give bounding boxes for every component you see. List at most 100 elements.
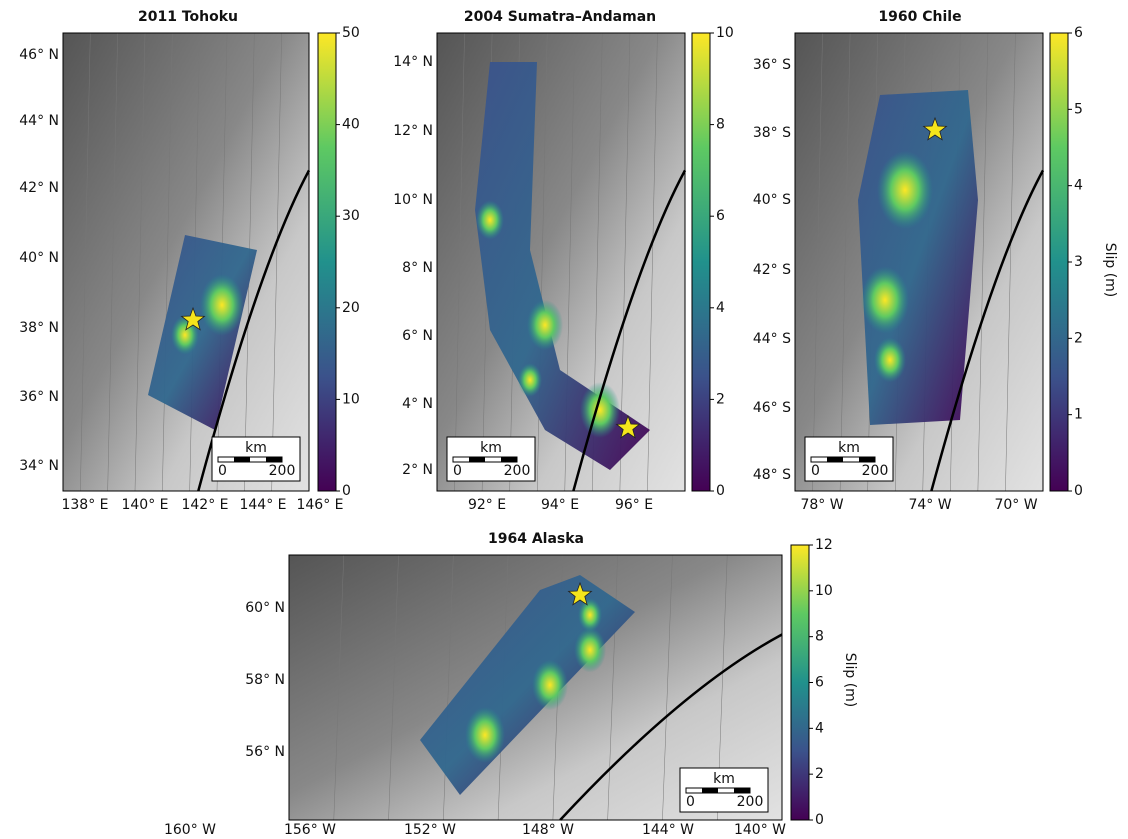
slip-patch: [578, 598, 602, 632]
graticule: [647, 32, 658, 492]
scalebar-seg: [266, 457, 282, 462]
slip-patch: [574, 627, 606, 673]
graticule: [134, 32, 146, 492]
map-frame: [288, 554, 783, 821]
slip-patch: [580, 382, 620, 438]
lat-label: 44° S: [753, 331, 791, 347]
lon-label: 70° W: [994, 497, 1037, 513]
scalebar-unit: km: [713, 771, 735, 787]
lat-label: 46° S: [753, 400, 791, 416]
colorbar-tick-label: 10: [716, 25, 734, 41]
colorbar-tick-label: 0: [716, 483, 725, 499]
lat-label: 38° N: [19, 320, 59, 336]
graticule: [977, 32, 989, 492]
lon-label: 146° E: [296, 497, 343, 513]
lon-label: 148° W: [522, 822, 574, 838]
lon-label: 96° E: [615, 497, 653, 513]
slip-patch: [476, 200, 504, 240]
scalebar-unit: km: [838, 440, 860, 456]
panel-title: 2011 Tohoku: [138, 9, 238, 25]
colorbar-tick-label: 5: [1074, 101, 1083, 117]
colorbar-tick-label: 3: [1074, 254, 1083, 270]
trench: [930, 169, 1045, 492]
lat-label: 8° N: [402, 260, 433, 276]
scalebar-seg: [859, 457, 875, 462]
lat-label: 44° N: [19, 113, 59, 129]
scalebar-label: 200: [269, 463, 296, 479]
trench: [559, 633, 783, 821]
colorbar-tick-label: 1: [1074, 407, 1083, 423]
map-frame: [794, 32, 1044, 492]
slip-patch: [874, 337, 906, 383]
slip-patch: [877, 150, 933, 230]
lat-label: 40° N: [19, 250, 59, 266]
graticule: [162, 32, 173, 492]
lat-label: 10° N: [393, 192, 433, 208]
scalebar-seg: [469, 457, 485, 462]
lat-label: 42° N: [19, 180, 59, 196]
scalebar-label: 0: [811, 463, 820, 479]
colorbar-label: Slip (m): [1102, 243, 1118, 298]
lat-label: 2° N: [402, 462, 433, 478]
lat-label: 4° N: [402, 396, 433, 412]
scalebar-seg: [702, 788, 718, 793]
slip-patch: [200, 274, 244, 336]
graticule: [107, 32, 118, 492]
slip-patch: [465, 707, 505, 763]
colorbar: [790, 544, 810, 821]
lon-label: 160° W: [164, 822, 216, 838]
colorbar-tick-label: 10: [342, 391, 360, 407]
scalebar-label: 200: [862, 463, 889, 479]
panel-title: 2004 Sumatra–Andaman: [464, 9, 656, 25]
lon-label: 144° W: [642, 822, 694, 838]
scalebar-unit: km: [480, 440, 502, 456]
epicenter-star: [615, 414, 641, 439]
colorbar-tick-label: 0: [342, 483, 351, 499]
slip-region: [475, 62, 650, 470]
scalebar-label: 200: [737, 794, 764, 810]
epicenter-star: [180, 306, 206, 331]
lon-label: 140° W: [734, 822, 786, 838]
colorbar: [691, 32, 711, 492]
colorbar-tick-label: 2: [815, 766, 824, 782]
lat-label: 58° N: [245, 672, 285, 688]
colorbar-tick-label: 10: [815, 583, 833, 599]
colorbar-tick-label: 6: [1074, 25, 1083, 41]
colorbar-tick-label: 30: [342, 208, 360, 224]
slip-patch: [527, 299, 563, 351]
lat-label: 48° S: [753, 467, 791, 483]
trench: [572, 169, 687, 492]
colorbar-tick-label: 2: [716, 391, 725, 407]
lat-label: 36° N: [19, 389, 59, 405]
graticule: [80, 32, 91, 492]
map-frame: [436, 32, 686, 492]
scalebar-seg: [827, 457, 843, 462]
scalebar-seg: [234, 457, 250, 462]
colorbar-label: Slip (m): [842, 653, 858, 708]
lon-label: 152° W: [404, 822, 456, 838]
epicenter-star: [922, 116, 948, 141]
lon-label: 78° W: [800, 497, 843, 513]
trench: [197, 169, 311, 492]
map-panel: 2004 Sumatra–Andaman km 0 200 14° N 12° N 10° …: [393, 9, 734, 513]
lat-label: 12° N: [393, 123, 433, 139]
colorbar-tick-label: 0: [815, 812, 824, 828]
colorbar-tick-label: 8: [716, 117, 725, 133]
colorbar-tick-label: 2: [1074, 330, 1083, 346]
graticule: [454, 32, 465, 492]
lon-label: 144° E: [239, 497, 286, 513]
graticule: [662, 554, 673, 821]
colorbar-tick-label: 50: [342, 25, 360, 41]
colorbar: [317, 32, 337, 492]
panel-title: 1960 Chile: [878, 9, 961, 25]
colorbar: [1049, 32, 1069, 492]
scalebar-label: 0: [686, 794, 695, 810]
lat-label: 38° S: [753, 125, 791, 141]
map-panel: 1964 Alaska km 0 200 60° N 58° N 56° N 160° W 15…: [164, 531, 858, 838]
panel-title: 1964 Alaska: [488, 531, 584, 547]
graticule: [443, 554, 454, 821]
graticule: [388, 554, 399, 821]
slip-patch: [518, 363, 542, 397]
graticule: [607, 554, 618, 821]
